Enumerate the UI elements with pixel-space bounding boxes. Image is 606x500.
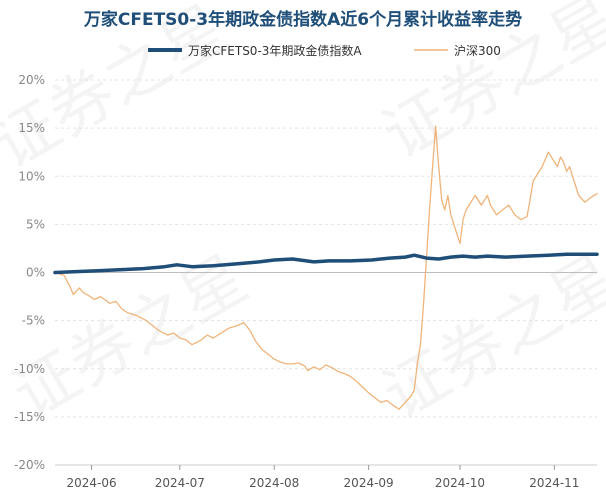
x-tick-label: 2024-07 [155,476,205,490]
y-tick-label: 0% [26,266,45,280]
x-tick-label: 2024-08 [249,476,299,490]
y-tick-label: 10% [18,169,45,183]
series-line-csi300 [54,125,598,410]
chart-title: 万家CFETS0-3年期政金债指数A近6个月累计收益率走势 [83,9,522,30]
y-axis: 20% 15% 10% 5% 0% -5% -10% -15% -20% [14,73,45,472]
x-tick-label: 2024-10 [435,476,485,490]
legend: 万家CFETS0-3年期政金债指数A 沪深300 [148,43,501,58]
y-tick-label: -15% [14,410,45,424]
y-tick-label: 15% [18,121,45,135]
series-line-fund [53,252,599,275]
y-tick-label: -10% [14,362,45,376]
y-tick-label: 20% [18,73,45,87]
x-tick-label: 2024-11 [529,476,579,490]
watermark-text: 证券之星 [371,242,606,434]
series-layer [53,125,599,410]
grid-layer [55,79,597,466]
legend-label-csi300: 沪深300 [454,44,501,58]
y-tick-label: -5% [22,314,45,328]
x-axis: 2024-06 2024-07 2024-08 2024-09 2024-10 2024-… [55,464,597,490]
legend-label-fund: 万家CFETS0-3年期政金债指数A [188,43,362,58]
y-tick-label: -20% [14,458,45,472]
x-tick-label: 2024-09 [344,476,394,490]
x-tick-label: 2024-06 [66,476,116,490]
y-tick-label: 5% [26,217,45,231]
